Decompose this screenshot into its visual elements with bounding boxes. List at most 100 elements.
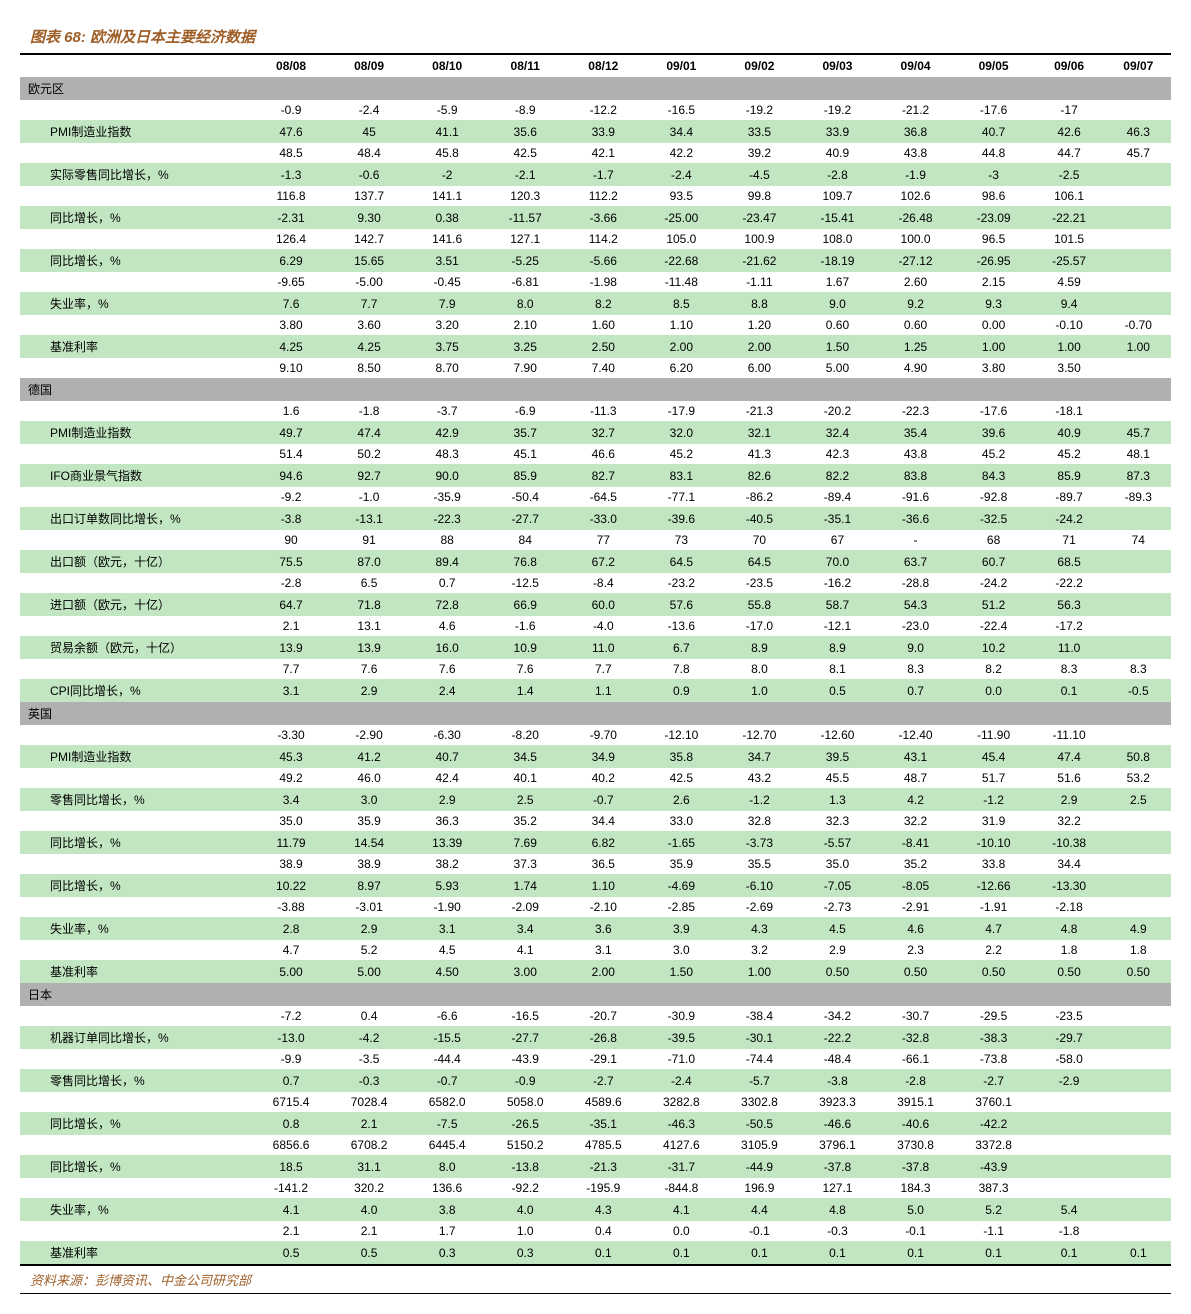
data-cell: -12.5 bbox=[486, 573, 564, 593]
data-cell: -6.30 bbox=[408, 725, 486, 745]
data-cell: 4.7 bbox=[955, 917, 1033, 940]
data-cell: 4.2 bbox=[877, 788, 955, 811]
data-cell: 387.3 bbox=[955, 1178, 1033, 1198]
data-cell: 82.7 bbox=[564, 464, 642, 487]
data-cell bbox=[1106, 1198, 1171, 1221]
data-cell: 4.0 bbox=[330, 1198, 408, 1221]
data-cell: 3.1 bbox=[564, 940, 642, 960]
table-row: 同比增长，%11.7914.5413.397.696.82-1.65-3.73-… bbox=[20, 831, 1171, 854]
data-cell: -3.8 bbox=[252, 507, 330, 530]
row-label: 失业率，% bbox=[20, 1198, 252, 1221]
data-cell: -17.6 bbox=[955, 401, 1033, 421]
row-label bbox=[20, 1221, 252, 1241]
data-cell: 8.97 bbox=[330, 874, 408, 897]
data-cell: -19.2 bbox=[720, 100, 798, 120]
data-cell: 7.8 bbox=[642, 659, 720, 679]
data-cell: 82.6 bbox=[720, 464, 798, 487]
data-cell: 0.50 bbox=[877, 960, 955, 983]
row-label bbox=[20, 1178, 252, 1198]
data-cell: -32.8 bbox=[877, 1026, 955, 1049]
data-cell: 8.0 bbox=[720, 659, 798, 679]
data-cell: 38.9 bbox=[330, 854, 408, 874]
data-cell: 137.7 bbox=[330, 186, 408, 206]
data-cell: 114.2 bbox=[564, 229, 642, 249]
table-body: 欧元区-0.9-2.4-5.9-8.9-12.2-16.5-19.2-19.2-… bbox=[20, 77, 1171, 1264]
data-cell: -2.9 bbox=[1033, 1069, 1106, 1092]
data-cell: 93.5 bbox=[642, 186, 720, 206]
data-cell: 1.00 bbox=[1033, 335, 1106, 358]
data-cell: 32.2 bbox=[877, 811, 955, 831]
data-cell bbox=[1033, 1135, 1106, 1155]
data-cell: -13.6 bbox=[642, 616, 720, 636]
data-cell: -20.2 bbox=[798, 401, 876, 421]
data-cell: -0.7 bbox=[564, 788, 642, 811]
data-cell: 7.6 bbox=[330, 659, 408, 679]
data-cell: 11.0 bbox=[1033, 636, 1106, 659]
table-row: 零售同比增长，%3.43.02.92.5-0.72.6-1.21.34.2-1.… bbox=[20, 788, 1171, 811]
data-cell: 101.5 bbox=[1033, 229, 1106, 249]
table-row: 9.108.508.707.907.406.206.005.004.903.80… bbox=[20, 358, 1171, 378]
row-label: 基准利率 bbox=[20, 960, 252, 983]
data-cell: -11.57 bbox=[486, 206, 564, 229]
data-cell: 35.9 bbox=[330, 811, 408, 831]
data-cell: 45 bbox=[330, 120, 408, 143]
data-cell: -0.3 bbox=[330, 1069, 408, 1092]
report-table-container: 图表 68: 欧洲及日本主要经济数据 08/0808/0908/1008/110… bbox=[20, 20, 1171, 1294]
data-cell: -1.2 bbox=[955, 788, 1033, 811]
data-cell bbox=[1106, 206, 1171, 229]
data-cell bbox=[1106, 725, 1171, 745]
data-cell: 77 bbox=[564, 530, 642, 550]
data-cell: 4.5 bbox=[408, 940, 486, 960]
data-cell: 43.2 bbox=[720, 768, 798, 788]
data-cell: 0.3 bbox=[408, 1241, 486, 1264]
data-cell: 40.9 bbox=[798, 143, 876, 163]
data-cell: 82.2 bbox=[798, 464, 876, 487]
data-cell: 3.25 bbox=[486, 335, 564, 358]
data-cell: 2.1 bbox=[330, 1112, 408, 1135]
data-cell: 45.5 bbox=[798, 768, 876, 788]
data-cell: 70 bbox=[720, 530, 798, 550]
data-cell: 87.3 bbox=[1106, 464, 1171, 487]
row-label bbox=[20, 530, 252, 550]
data-cell: 0.8 bbox=[252, 1112, 330, 1135]
data-cell: -17.6 bbox=[955, 100, 1033, 120]
data-cell bbox=[1106, 636, 1171, 659]
data-cell: -13.30 bbox=[1033, 874, 1106, 897]
data-cell: 0.1 bbox=[642, 1241, 720, 1264]
data-cell: 5.93 bbox=[408, 874, 486, 897]
data-cell: 35.2 bbox=[486, 811, 564, 831]
table-row: 同比增长，%-2.319.300.38-11.57-3.66-25.00-23.… bbox=[20, 206, 1171, 229]
data-cell: 3282.8 bbox=[642, 1092, 720, 1112]
data-cell: -8.9 bbox=[486, 100, 564, 120]
table-row: CPI同比增长，%3.12.92.41.41.10.91.00.50.70.00… bbox=[20, 679, 1171, 702]
data-cell: 3.1 bbox=[252, 679, 330, 702]
data-cell: 0.60 bbox=[798, 315, 876, 335]
data-cell: 51.2 bbox=[955, 593, 1033, 616]
data-cell: 1.20 bbox=[720, 315, 798, 335]
data-cell: -23.5 bbox=[1033, 1006, 1106, 1026]
data-cell: 39.5 bbox=[798, 745, 876, 768]
data-cell: 16.0 bbox=[408, 636, 486, 659]
data-cell: 40.2 bbox=[564, 768, 642, 788]
data-cell: 3923.3 bbox=[798, 1092, 876, 1112]
table-row: PMI制造业指数49.747.442.935.732.732.032.132.4… bbox=[20, 421, 1171, 444]
table-row: 同比增长，%10.228.975.931.741.10-4.69-6.10-7.… bbox=[20, 874, 1171, 897]
data-cell: 6.5 bbox=[330, 573, 408, 593]
data-cell: -34.2 bbox=[798, 1006, 876, 1026]
data-cell: 4127.6 bbox=[642, 1135, 720, 1155]
data-cell: -2 bbox=[408, 163, 486, 186]
data-cell: -2.8 bbox=[877, 1069, 955, 1092]
data-cell: 5.4 bbox=[1033, 1198, 1106, 1221]
data-cell: 45.7 bbox=[1106, 143, 1171, 163]
row-label bbox=[20, 616, 252, 636]
data-cell: 100.9 bbox=[720, 229, 798, 249]
data-cell: 0.1 bbox=[1106, 1241, 1171, 1264]
data-cell: 2.1 bbox=[252, 616, 330, 636]
data-cell: 99.8 bbox=[720, 186, 798, 206]
data-cell: 7.90 bbox=[486, 358, 564, 378]
data-cell: -8.20 bbox=[486, 725, 564, 745]
table-row: IFO商业景气指数94.692.790.085.982.783.182.682.… bbox=[20, 464, 1171, 487]
data-cell: 9.0 bbox=[877, 636, 955, 659]
header-col: 09/03 bbox=[798, 55, 876, 77]
data-cell: 2.00 bbox=[720, 335, 798, 358]
